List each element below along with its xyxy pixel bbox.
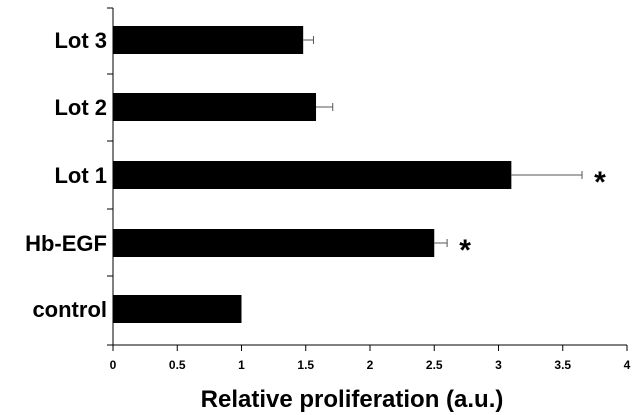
x-tick-label-5: 2.5 (426, 358, 443, 372)
x-axis-title: Relative proliferation (a.u.) (201, 386, 504, 413)
x-tick-label-7: 3.5 (554, 358, 571, 372)
x-tick-label-3: 1.5 (297, 358, 314, 372)
bar-3 (113, 93, 316, 121)
bar-4 (113, 26, 303, 54)
bar-1 (113, 229, 434, 257)
category-label-1: Hb-EGF (25, 231, 107, 256)
bar-2 (113, 161, 511, 189)
category-label-4: Lot 3 (54, 28, 107, 53)
x-tick-label-8: 4 (624, 358, 631, 372)
category-label-2: Lot 1 (54, 163, 107, 188)
x-tick-label-2: 1 (238, 358, 245, 372)
chart-error-bars (303, 36, 582, 247)
x-tick-label-4: 2 (367, 358, 374, 372)
significance-mark-2: * (594, 166, 606, 199)
x-tick-label-6: 3 (495, 358, 502, 372)
category-label-0: control (32, 297, 107, 322)
chart-category-labels: control Hb-EGF Lot 1 Lot 2 Lot 3 (25, 28, 107, 322)
category-label-3: Lot 2 (54, 95, 107, 120)
x-tick-label-1: 0.5 (169, 358, 186, 372)
chart-bars (113, 26, 511, 323)
x-tick-label-0: 0 (110, 358, 117, 372)
significance-mark-1: * (459, 234, 471, 267)
chart-tick-labels: 0 0.5 1 1.5 2 2.5 3 3.5 4 (110, 358, 631, 372)
bar-0 (113, 295, 242, 323)
